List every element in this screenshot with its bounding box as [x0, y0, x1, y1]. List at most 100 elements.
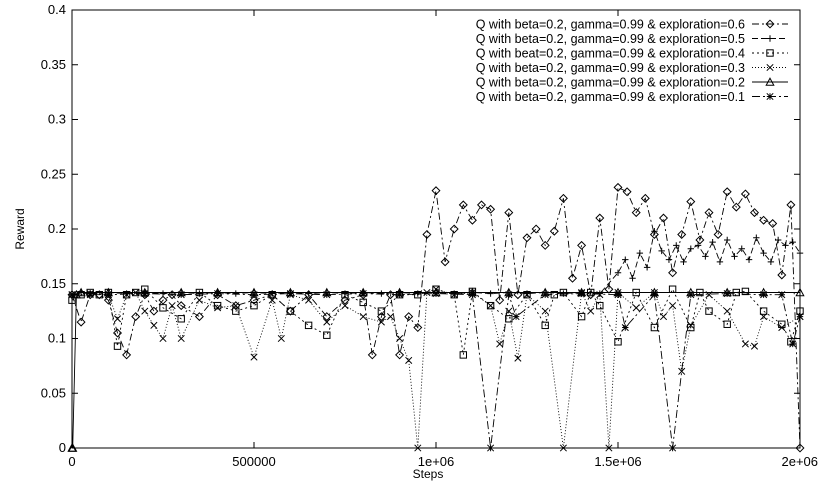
data-point — [378, 290, 385, 297]
data-point — [141, 307, 149, 315]
data-point — [94, 290, 104, 300]
data-point — [621, 323, 629, 332]
data-point — [396, 334, 404, 343]
data-point — [759, 307, 768, 315]
data-point — [86, 290, 94, 298]
legend-item: Q with beat=0.2, gamma=0.99 & exploratio… — [476, 47, 788, 61]
data-point — [577, 312, 586, 321]
data-point — [789, 238, 796, 246]
data-point — [709, 238, 716, 246]
data-point — [760, 313, 768, 321]
data-point — [359, 313, 367, 321]
data-point — [753, 234, 760, 241]
y-tick-label: 0 — [59, 440, 66, 455]
legend-item: Q with beta=0.2, gamma=0.99 & exploratio… — [476, 61, 788, 75]
data-point — [740, 189, 750, 199]
data-point — [731, 253, 738, 260]
legend-label: Q with beta=0.2, gamma=0.99 & exploratio… — [476, 76, 745, 90]
data-point — [695, 235, 705, 245]
data-point — [559, 444, 567, 452]
data-point — [687, 321, 695, 329]
data-point — [694, 242, 702, 249]
data-point — [285, 306, 295, 316]
data-point — [613, 182, 623, 192]
data-point — [450, 291, 458, 299]
series-3 — [68, 285, 804, 359]
data-point — [595, 213, 605, 223]
data-point — [496, 340, 504, 348]
y-tick-label: 0.35 — [41, 57, 66, 72]
legend-marker — [766, 63, 774, 72]
data-point — [578, 290, 586, 298]
data-point — [658, 213, 669, 223]
y-axis-title: Reward — [13, 208, 27, 249]
data-point — [738, 245, 745, 252]
data-point — [774, 236, 782, 244]
data-point — [723, 307, 731, 315]
data-point — [395, 350, 405, 360]
y-tick-label: 0.3 — [48, 112, 66, 127]
data-point — [541, 307, 549, 315]
legend-label: Q with beat=0.2, gamma=0.99 & exploratio… — [476, 47, 745, 61]
data-point — [277, 334, 285, 343]
data-point — [305, 296, 313, 304]
data-point — [459, 351, 468, 359]
data-point — [669, 302, 677, 310]
data-point — [231, 301, 241, 311]
legend-marker — [766, 92, 774, 101]
data-point — [687, 323, 695, 332]
data-point — [622, 187, 632, 197]
data-point — [367, 350, 377, 360]
data-point — [286, 290, 294, 298]
data-point — [131, 312, 141, 322]
legend-item: Q with beta=0.2, gamma=0.99 & exploratio… — [476, 90, 788, 104]
data-point — [250, 353, 258, 361]
data-point — [195, 296, 203, 304]
series-line — [71, 229, 801, 296]
data-point — [702, 253, 709, 260]
data-point — [760, 291, 768, 299]
data-point — [650, 291, 658, 299]
data-point — [304, 321, 313, 330]
legend-marker — [766, 49, 774, 57]
data-point — [514, 354, 522, 362]
data-point — [486, 204, 496, 214]
data-point — [767, 258, 775, 266]
y-tick-label: 0.2 — [48, 221, 66, 236]
data-point — [476, 200, 487, 210]
data-point — [523, 291, 531, 299]
data-point — [341, 302, 349, 310]
data-point — [495, 295, 505, 305]
x-tick-label: 0 — [68, 454, 75, 469]
data-point — [377, 307, 386, 315]
data-point — [778, 323, 786, 332]
data-point — [68, 443, 78, 452]
y-tick-label: 0.05 — [41, 385, 66, 400]
data-point — [341, 291, 349, 299]
data-point — [782, 242, 789, 249]
series-2 — [68, 227, 804, 298]
data-point — [167, 290, 177, 300]
legend-label: Q with beta=0.2, gamma=0.99 & exploratio… — [476, 61, 745, 75]
data-point — [741, 287, 750, 296]
data-point — [731, 202, 741, 212]
data-point — [440, 257, 450, 267]
data-point — [487, 290, 494, 297]
data-point — [723, 290, 731, 298]
data-point — [422, 229, 432, 239]
data-point — [432, 290, 440, 298]
x-tick-label: 500000 — [232, 454, 275, 469]
data-point — [649, 229, 659, 239]
data-point — [141, 290, 149, 298]
data-point — [194, 312, 204, 322]
data-point — [376, 312, 386, 322]
legend-label: Q with beta=0.2, gamma=0.99 & exploratio… — [476, 18, 745, 32]
data-point — [643, 264, 651, 271]
data-point — [658, 247, 665, 255]
legend-item: Q with beta=0.2, gamma=0.99 & exploratio… — [476, 18, 788, 32]
data-point — [168, 302, 176, 310]
data-point — [680, 258, 687, 266]
data-point — [512, 313, 520, 321]
data-point — [176, 301, 186, 311]
